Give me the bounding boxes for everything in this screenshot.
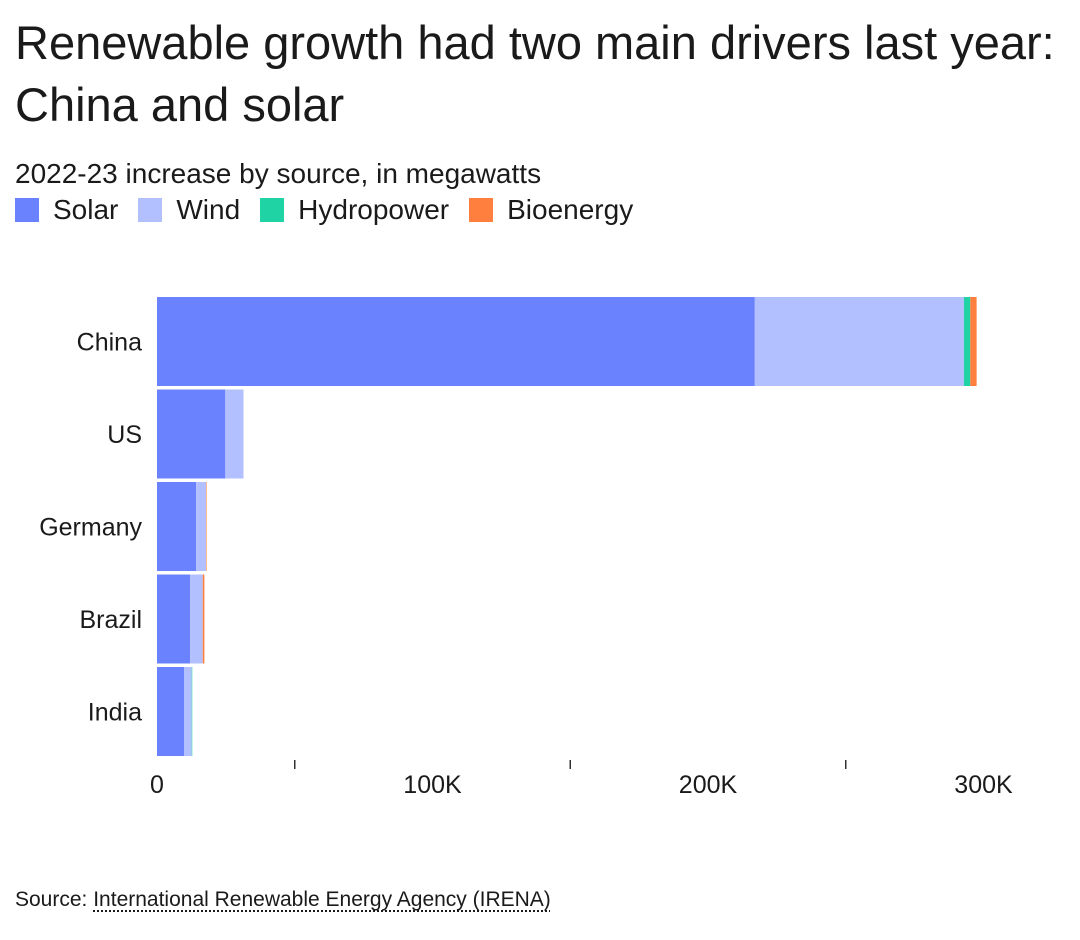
legend-label-bioenergy: Bioenergy xyxy=(507,194,634,225)
category-label: China xyxy=(77,329,142,357)
legend-label-hydropower: Hydropower xyxy=(298,194,450,225)
bar-india-wind xyxy=(183,667,192,756)
bar-brazil-solar xyxy=(157,574,191,664)
legend-label-solar: Solar xyxy=(53,194,119,225)
legend-item-hydropower: Hydropower xyxy=(260,193,449,227)
bar-india-solar xyxy=(157,667,184,756)
bar-brazil-bioenergy xyxy=(202,574,205,664)
bar-chart: China US Germany Brazil India 0 100K 200K 300K xyxy=(39,297,1013,799)
bar-china-bioenergy xyxy=(970,297,977,386)
bar-germany-bioenergy xyxy=(206,482,207,571)
source-prefix: Source: xyxy=(15,888,94,911)
bar-china-wind xyxy=(754,297,964,386)
legend-label-wind: Wind xyxy=(176,194,241,225)
bar-germany-solar xyxy=(157,482,197,571)
chart-subtitle: 2022-23 increase by source, in megawatts xyxy=(15,158,542,189)
x-tick-label: 100K xyxy=(403,771,462,799)
chart-legend: Solar Wind Hydropower Bioenergy xyxy=(15,193,653,227)
bar-us-wind xyxy=(225,389,244,479)
bar-brazil-wind xyxy=(190,574,203,664)
category-label: Brazil xyxy=(79,606,142,634)
bar-china-hydropower xyxy=(963,297,971,386)
bar-germany-wind xyxy=(196,482,207,571)
source-note: Source: International Renewable Energy A… xyxy=(15,887,551,913)
x-tick-label: 300K xyxy=(954,771,1013,799)
legend-item-solar: Solar xyxy=(15,193,118,227)
x-tick-label: 0 xyxy=(150,771,164,799)
legend-item-wind: Wind xyxy=(138,193,240,227)
legend-item-bioenergy: Bioenergy xyxy=(469,193,633,227)
bar-india-hydropower xyxy=(191,667,193,756)
legend-swatch-hydropower xyxy=(260,198,285,222)
legend-swatch-solar xyxy=(15,198,39,222)
chart-title: Renewable growth had two main drivers la… xyxy=(15,16,1055,131)
category-label: US xyxy=(107,421,142,449)
x-tick-label: 200K xyxy=(679,771,738,799)
bar-us-solar xyxy=(157,389,226,479)
legend-swatch-wind xyxy=(138,198,163,222)
bar-china-solar xyxy=(157,297,755,386)
category-label: India xyxy=(88,699,142,727)
source-link[interactable]: International Renewable Energy Agency (I… xyxy=(93,888,551,911)
legend-swatch-bioenergy xyxy=(469,198,494,222)
category-label: Germany xyxy=(39,514,142,542)
